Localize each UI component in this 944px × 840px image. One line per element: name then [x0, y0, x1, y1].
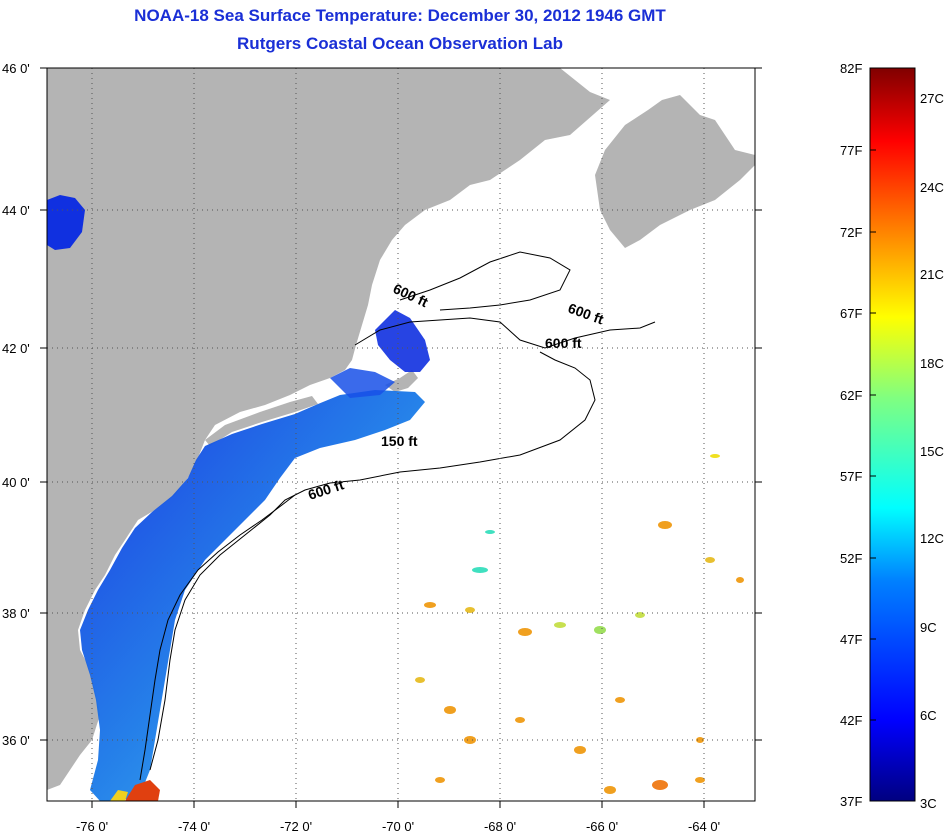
lat-lon-grid	[47, 68, 755, 801]
warm-sst-patch-2	[110, 790, 128, 801]
contour-label: 600 ft	[545, 335, 582, 351]
colorbar-f-label: 77F	[840, 143, 863, 158]
colorbar-f-label: 67F	[840, 306, 863, 321]
map-subtitle: Rutgers Coastal Ocean Observation Lab	[237, 34, 563, 53]
lat-tick-label: 40 0'	[2, 475, 30, 490]
lon-tick-label: -66 0'	[586, 819, 618, 834]
colorbar-f-label: 62F	[840, 388, 863, 403]
colorbar-c-label: 15C	[920, 444, 944, 459]
colorbar-c-label: 9C	[920, 620, 937, 635]
colorbar-f-label: 57F	[840, 469, 863, 484]
lat-tick-label: 44 0'	[2, 203, 30, 218]
coastal-sst-band	[80, 390, 425, 801]
lat-tick-label: 42 0'	[2, 341, 30, 356]
axis-ticks	[40, 67, 762, 808]
land-mass	[47, 68, 755, 790]
gulf-maine-sst	[375, 310, 430, 372]
cape-cod	[385, 370, 418, 392]
colorbar-c-label: 24C	[920, 180, 944, 195]
offshore-sst-patches	[415, 454, 744, 794]
map-title: NOAA-18 Sea Surface Temperature: Decembe…	[134, 6, 666, 25]
lon-tick-label: -70 0'	[382, 819, 414, 834]
colorbar	[869, 67, 916, 802]
colorbar-c-label: 3C	[920, 796, 937, 811]
lon-tick-label: -76 0'	[76, 819, 108, 834]
lon-tick-label: -68 0'	[484, 819, 516, 834]
lon-tick-label: -72 0'	[280, 819, 312, 834]
warm-sst-patch	[125, 780, 160, 801]
mass-bay-sst	[330, 368, 395, 398]
lake-sst	[47, 195, 85, 250]
colorbar-c-label: 12C	[920, 531, 944, 546]
colorbar-c-label: 27C	[920, 91, 944, 106]
colorbar-ticks	[870, 149, 876, 721]
colorbar-f-label: 37F	[840, 794, 863, 809]
long-island	[205, 396, 318, 446]
plot-frame	[46, 67, 756, 802]
lon-tick-labels: -76 0' -74 0' -72 0' -70 0' -68 0' -66 0…	[76, 819, 720, 834]
colorbar-f-label: 47F	[840, 632, 863, 647]
lat-tick-label: 36 0'	[2, 733, 30, 748]
lon-tick-label: -64 0'	[688, 819, 720, 834]
contour-label: 150 ft	[381, 433, 418, 449]
lat-tick-label: 38 0'	[2, 606, 30, 621]
lat-tick-labels: 46 0' 44 0' 42 0' 40 0' 38 0' 36 0'	[2, 61, 30, 748]
bathymetry-contours	[139, 251, 656, 781]
colorbar-f-label: 52F	[840, 551, 863, 566]
colorbar-f-label: 72F	[840, 225, 863, 240]
colorbar-c-label: 18C	[920, 356, 944, 371]
colorbar-c-label: 21C	[920, 267, 944, 282]
colorbar-c-label: 6C	[920, 708, 937, 723]
colorbar-f-label: 82F	[840, 61, 863, 76]
lat-tick-label: 46 0'	[2, 61, 30, 76]
lon-tick-label: -74 0'	[178, 819, 210, 834]
colorbar-f-label: 42F	[840, 713, 863, 728]
